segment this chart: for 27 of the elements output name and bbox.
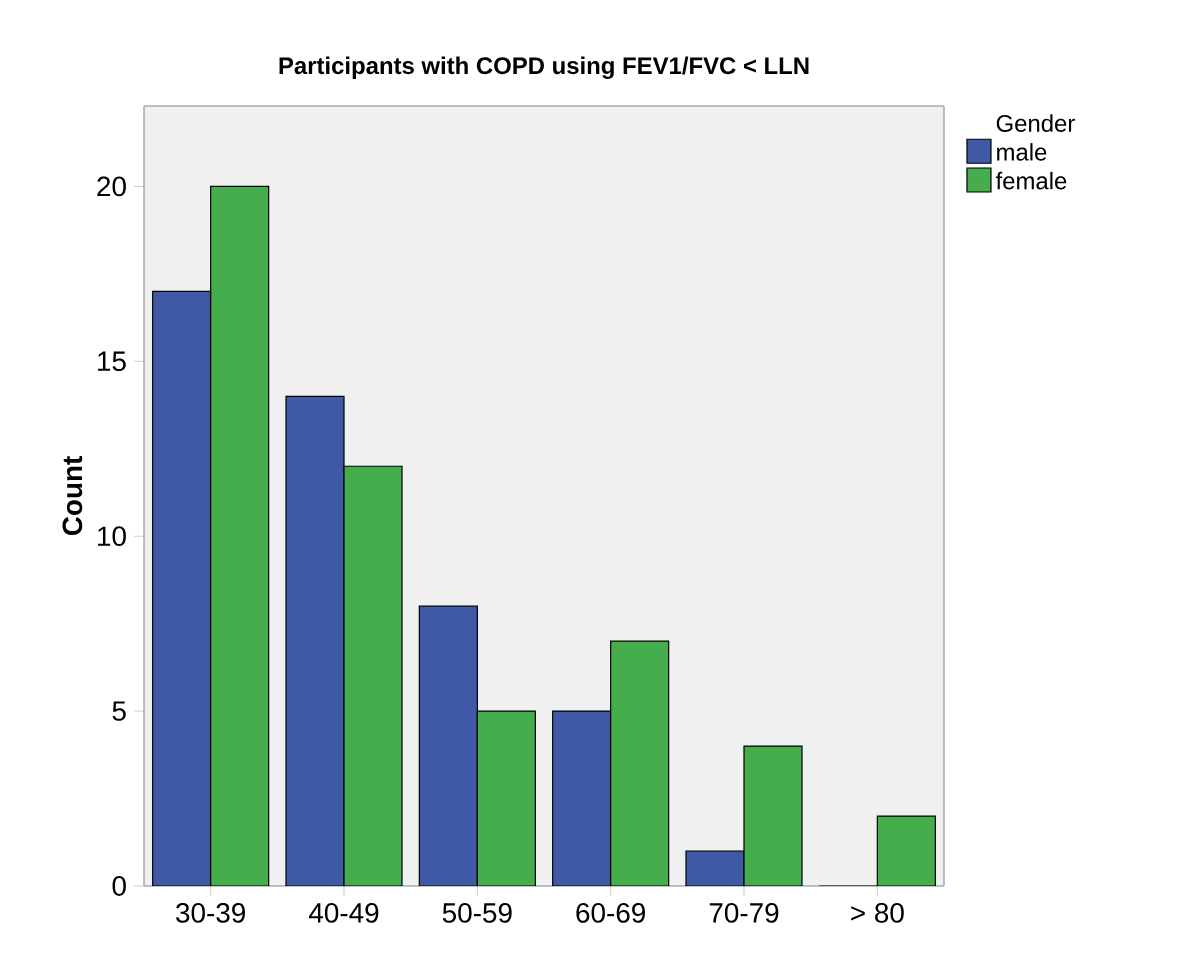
x-tick-label: 70-79 — [709, 903, 779, 923]
y-axis-title: Count — [62, 456, 83, 536]
x-tick-label: 50-59 — [442, 903, 512, 923]
bar — [210, 186, 269, 886]
bar — [876, 815, 936, 886]
x-tick-label: 60-69 — [576, 903, 645, 923]
y-tick-label: 15 — [98, 351, 126, 372]
bar — [286, 396, 344, 886]
legend-title: Gender — [996, 114, 1075, 132]
x-tick-label: 30-39 — [176, 903, 245, 923]
x-tick-label: 40-49 — [308, 903, 379, 923]
legend-label: female — [995, 171, 1067, 190]
bar — [686, 851, 744, 886]
y-tick-label: 0 — [112, 876, 126, 896]
bar — [344, 466, 402, 886]
bar — [152, 291, 211, 886]
bar — [477, 711, 536, 886]
y-tick-label: 5 — [112, 701, 126, 721]
chart-title: Participants with COPD using FEV1/FVC < LLN — [279, 56, 809, 79]
bar — [552, 711, 611, 886]
x-tick-label: > 80 — [851, 903, 904, 923]
y-tick-label: 10 — [98, 526, 126, 547]
legend-label: male — [997, 143, 1047, 161]
bar — [744, 746, 802, 886]
bar — [610, 641, 669, 886]
bar — [419, 606, 478, 886]
y-tick-label: 20 — [97, 176, 126, 197]
